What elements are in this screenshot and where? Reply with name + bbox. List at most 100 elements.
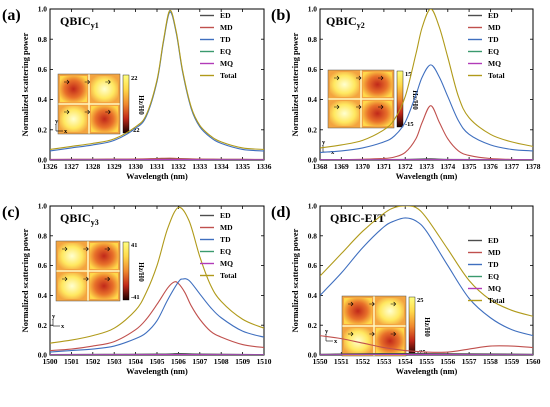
colorbar-label: Hz/H0 (423, 317, 431, 337)
legend-label: TD (220, 35, 231, 44)
x-tick-label: 1509 (235, 357, 250, 366)
field-arrow (378, 75, 384, 81)
panel-letter: (b) (271, 7, 291, 24)
field-arrow (348, 331, 354, 337)
legend-label: TD (488, 260, 499, 269)
inset-frame (327, 69, 395, 129)
colorbar (408, 296, 416, 356)
colorbar-max: 25 (417, 297, 423, 304)
legend-label: EQ (488, 272, 499, 281)
colorbar-min: -41 (131, 294, 140, 301)
y-tick-label: 0.6 (38, 261, 48, 270)
colorbar (122, 74, 130, 134)
panel-letter: (a) (2, 7, 21, 24)
series-line-total (320, 206, 533, 317)
colorbar-max: 22 (131, 75, 137, 82)
x-tick-label: 1368 (313, 162, 328, 171)
y-tick-label: 0.0 (308, 351, 318, 360)
x-tick-label: 1376 (483, 162, 498, 171)
legend-label: MD (220, 223, 233, 232)
x-tick-label: 1559 (504, 357, 519, 366)
series-line-md (320, 335, 533, 353)
field-inset: 25 -25 Hz/H0 (341, 295, 431, 357)
chart-title: QBIC-EIT (330, 211, 385, 225)
inset-frame (55, 240, 121, 302)
y-axis-label: Normalized scattering power (291, 228, 300, 332)
x-tick-label: 1510 (257, 357, 272, 366)
series-line-total (50, 206, 264, 344)
series-line-md (50, 281, 264, 352)
chart-panel-1: (a) 1326 1327 1328 1329 1330 1331 1332 1333 1334 1… (2, 5, 272, 181)
x-axis-label: Wavelength (nm) (126, 172, 188, 181)
x-tick-label: 1375 (462, 162, 477, 171)
y-tick-label: 0.4 (38, 95, 48, 104)
y-tick-label: 1.0 (308, 202, 318, 211)
x-tick-label: 1334 (214, 162, 229, 171)
inset-frame (341, 295, 407, 357)
x-tick-label: 1555 (419, 357, 434, 366)
y-tick-label: 0.8 (308, 231, 318, 240)
y-tick-label: 1.0 (38, 202, 48, 211)
field-lobe (58, 273, 86, 299)
field-arrow (64, 79, 70, 85)
inset-frame (57, 73, 121, 135)
colorbar (122, 241, 130, 301)
x-tick-label: 1377 (504, 162, 519, 171)
x-tick-label: 1333 (192, 162, 207, 171)
legend-label: MQ (220, 259, 233, 268)
field-lobe (60, 106, 87, 132)
x-tick-label: 1335 (235, 162, 250, 171)
legend-label: MD (488, 248, 501, 257)
y-tick-label: 0.8 (38, 231, 48, 240)
colorbar-max: 15 (405, 71, 411, 78)
y-tick-label: 0.2 (38, 125, 48, 134)
field-arrow (390, 331, 397, 337)
field-arrow (62, 276, 68, 282)
y-tick-label: 0.6 (38, 65, 48, 74)
field-lobe (330, 72, 359, 97)
x-tick-label: 1369 (334, 162, 349, 171)
field-lobe (344, 328, 372, 354)
x-axis-label: Wavelength (nm) (396, 367, 458, 376)
x-tick-label: 1554 (398, 357, 413, 366)
y-tick-label: 0.0 (308, 156, 318, 165)
legend-label: EQ (488, 47, 499, 56)
inset-axis-y-label: y (52, 313, 56, 320)
field-arrow (378, 104, 384, 110)
field-arrow (348, 301, 354, 307)
y-axis-label: Normalized scattering power (21, 228, 30, 332)
x-tick-label: 1507 (192, 357, 207, 366)
x-tick-label: 1331 (150, 162, 165, 171)
x-tick-label: 1558 (483, 357, 498, 366)
x-tick-label: 1373 (419, 162, 434, 171)
x-tick-label: 1370 (355, 162, 370, 171)
field-lobe (58, 243, 86, 269)
y-axis-label: Normalized scattering power (291, 32, 300, 136)
y-tick-label: 0.8 (38, 35, 48, 44)
inset-axis-y-label: y (55, 118, 59, 125)
x-tick-label: 1553 (377, 357, 392, 366)
x-tick-label: 1506 (171, 357, 186, 366)
x-tick-label: 1336 (257, 162, 272, 171)
legend-label: MQ (220, 59, 233, 68)
x-tick-label: 1505 (150, 357, 165, 366)
x-tick-label: 1552 (355, 357, 370, 366)
series-line-total (320, 9, 533, 149)
x-tick-label: 1550 (313, 357, 328, 366)
series-line-td (320, 64, 533, 153)
field-lobe (91, 106, 118, 132)
colorbar-min: -25 (417, 349, 426, 356)
series-line-td (320, 217, 533, 337)
chart-title: QBICy2 (326, 14, 365, 30)
y-tick-label: 0.4 (308, 95, 318, 104)
field-arrow (83, 276, 89, 282)
inset-axis-y-label: y (322, 139, 326, 146)
inset-axis-x-label: x (64, 128, 68, 135)
inset-axis-y-label: y (325, 328, 329, 335)
x-tick-label: 1560 (526, 357, 541, 366)
field-arrow (84, 109, 91, 115)
x-tick-label: 1557 (462, 357, 477, 366)
y-tick-label: 1.0 (38, 5, 48, 14)
x-axis-label: Wavelength (nm) (396, 172, 458, 181)
legend-label: MD (220, 23, 233, 32)
